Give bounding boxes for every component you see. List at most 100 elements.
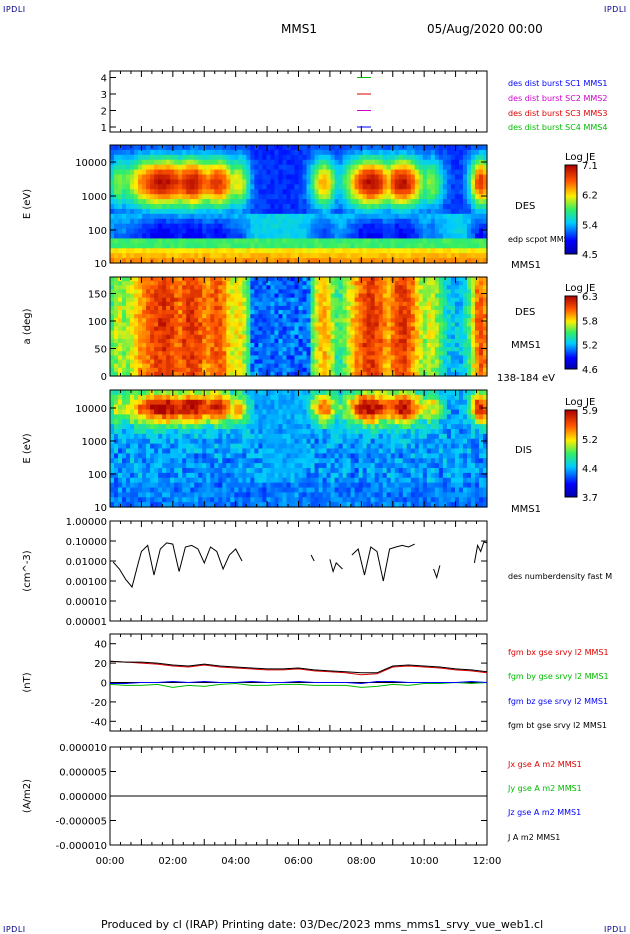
heatmap-cell bbox=[406, 359, 412, 365]
heatmap-cell bbox=[378, 174, 384, 181]
heatmap-cell bbox=[466, 199, 472, 205]
heatmap-cell bbox=[350, 238, 356, 244]
heatmap-cell bbox=[278, 204, 284, 210]
heatmap-cell bbox=[158, 164, 163, 171]
heatmap-cell bbox=[142, 194, 147, 200]
heatmap-cell bbox=[410, 347, 416, 352]
heatmap-cell bbox=[306, 289, 312, 295]
heatmap-cell bbox=[150, 228, 155, 235]
heatmap-cell bbox=[346, 233, 352, 240]
heatmap-cell bbox=[314, 164, 320, 171]
heatmap-cell bbox=[302, 253, 308, 259]
heatmap-cell bbox=[482, 243, 488, 249]
heatmap-cell bbox=[318, 154, 324, 161]
heatmap-cell bbox=[190, 184, 195, 190]
heatmap-cell bbox=[346, 243, 352, 249]
heatmap-cell bbox=[230, 208, 235, 215]
heatmap-cell bbox=[370, 322, 376, 328]
heatmap-cell bbox=[162, 164, 167, 171]
heatmap-cell bbox=[122, 204, 127, 210]
heatmap-cell bbox=[470, 169, 476, 176]
heatmap-cell bbox=[138, 351, 143, 356]
heatmap-cell bbox=[266, 179, 272, 185]
heatmap-cell bbox=[266, 363, 272, 369]
heatmap-cell bbox=[262, 305, 268, 311]
heatmap-cell bbox=[174, 351, 179, 356]
heatmap-cell bbox=[382, 314, 388, 319]
heatmap-cell bbox=[350, 258, 356, 264]
heatmap-cell bbox=[330, 330, 336, 336]
overlay-label: edp scpot MMS1 bbox=[508, 235, 574, 244]
heatmap-cell bbox=[282, 367, 288, 373]
heatmap-cell bbox=[142, 149, 147, 156]
heatmap-cell bbox=[138, 497, 143, 503]
heatmap-cell bbox=[362, 238, 368, 244]
heatmap-cell bbox=[238, 281, 243, 286]
heatmap-cell bbox=[302, 164, 308, 171]
heatmap-cell bbox=[462, 159, 468, 166]
heatmap-cell bbox=[126, 355, 131, 361]
heatmap-cell bbox=[198, 218, 203, 225]
heatmap-cell bbox=[482, 174, 488, 181]
heatmap-cell bbox=[386, 174, 392, 181]
heatmap-cell bbox=[310, 355, 316, 361]
heatmap-cell bbox=[206, 330, 211, 336]
heatmap-cell bbox=[406, 169, 412, 176]
heatmap-cell bbox=[266, 149, 272, 156]
heatmap-cell bbox=[230, 223, 235, 230]
heatmap-cell bbox=[466, 164, 472, 171]
heatmap-cell bbox=[126, 438, 131, 445]
heatmap-cell bbox=[290, 326, 296, 332]
heatmap-cell bbox=[278, 218, 284, 225]
heatmap-cell bbox=[170, 310, 175, 315]
heatmap-cell bbox=[266, 194, 272, 200]
heatmap-cell bbox=[190, 367, 195, 373]
heatmap-cell bbox=[190, 228, 195, 235]
heatmap-cell bbox=[418, 253, 424, 259]
heatmap-cell bbox=[282, 301, 288, 307]
heatmap-cell bbox=[194, 318, 199, 323]
heatmap-cell bbox=[270, 243, 276, 249]
heatmap-cell bbox=[278, 145, 284, 151]
heatmap-cell bbox=[154, 351, 159, 356]
heatmap-cell bbox=[274, 145, 280, 151]
heatmap-cell bbox=[250, 208, 255, 215]
heatmap-cell bbox=[314, 301, 320, 307]
heatmap-cell bbox=[258, 238, 263, 244]
heatmap-cell bbox=[110, 243, 115, 249]
heatmap-cell bbox=[422, 318, 428, 323]
heatmap-cell bbox=[474, 169, 480, 176]
heatmap-cell bbox=[186, 371, 191, 377]
heatmap-cell bbox=[378, 179, 384, 185]
heatmap-cell bbox=[414, 338, 420, 344]
heatmap-cell bbox=[110, 285, 115, 290]
heatmap-cell bbox=[278, 174, 284, 181]
heatmap-cell bbox=[130, 355, 135, 361]
heatmap-cell bbox=[274, 314, 280, 319]
legend-label: des dist burst SC2 MMS2 bbox=[508, 94, 607, 103]
heatmap-cell bbox=[150, 208, 155, 215]
heatmap-cell bbox=[274, 194, 280, 200]
heatmap-cell bbox=[318, 334, 324, 340]
heatmap-cell bbox=[286, 179, 292, 185]
heatmap-cell bbox=[378, 199, 384, 205]
heatmap-cell bbox=[374, 297, 380, 303]
heatmap-cell bbox=[230, 159, 235, 166]
heatmap-cell bbox=[278, 301, 284, 307]
heatmap-cell bbox=[150, 359, 155, 365]
heatmap-cell bbox=[310, 159, 316, 166]
heatmap-cell bbox=[462, 359, 468, 365]
heatmap-cell bbox=[426, 363, 432, 369]
heatmap-cell bbox=[154, 228, 159, 235]
heatmap-cell bbox=[314, 204, 320, 210]
heatmap-cell bbox=[118, 359, 123, 365]
heatmap-cell bbox=[306, 305, 312, 311]
heatmap-cell bbox=[430, 281, 436, 286]
heatmap-cell bbox=[198, 164, 203, 171]
heatmap-cell bbox=[418, 218, 424, 225]
heatmap-cell bbox=[482, 322, 488, 328]
heatmap-cell bbox=[202, 238, 207, 244]
heatmap-cell bbox=[262, 154, 268, 161]
heatmap-cell bbox=[174, 208, 179, 215]
heatmap-cell bbox=[110, 399, 115, 406]
